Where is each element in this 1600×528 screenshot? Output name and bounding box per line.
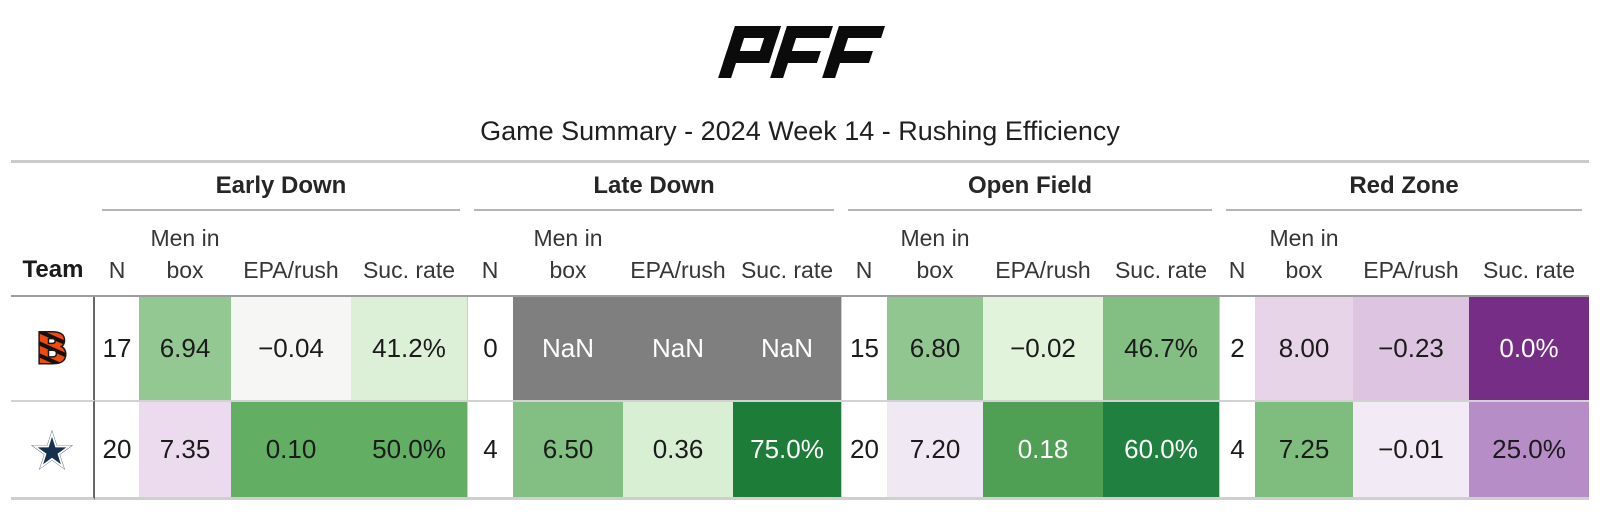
column-header-men-in-box: Men in box (513, 209, 623, 297)
column-header-suc-rate: Suc. rate (351, 209, 467, 297)
group-header-late-down: Late Down (467, 163, 841, 211)
stat-cell: 0.10 (231, 400, 351, 500)
stat-cell: 41.2% (351, 297, 467, 400)
bengals-logo-icon: B B (34, 329, 70, 368)
title-divider (11, 160, 1589, 163)
column-header-n: N (95, 209, 139, 297)
stat-cell: 46.7% (1103, 297, 1219, 400)
column-header-epa-rush: EPA/rush (623, 209, 733, 297)
stat-cell: 0.18 (983, 400, 1103, 500)
stat-cell: 60.0% (1103, 400, 1219, 500)
stat-cell: 50.0% (351, 400, 467, 500)
stat-cell: −0.04 (231, 297, 351, 400)
stat-cell: 0.36 (623, 400, 733, 500)
page-title: Game Summary - 2024 Week 14 - Rushing Ef… (480, 116, 1120, 146)
logo-container (0, 0, 1600, 82)
stat-cell: NaN (623, 297, 733, 400)
group-header-spacer (11, 163, 95, 209)
stat-cell: 15 (841, 297, 887, 400)
column-header-epa-rush: EPA/rush (983, 209, 1103, 297)
stat-cell: 0.0% (1469, 297, 1589, 400)
stat-cell: −0.02 (983, 297, 1103, 400)
group-header-red-zone: Red Zone (1219, 163, 1589, 211)
column-header-men-in-box: Men in box (1255, 209, 1353, 297)
column-header-n: N (841, 209, 887, 297)
stat-cell: 7.20 (887, 400, 983, 500)
stat-cell: 2 (1219, 297, 1255, 400)
stat-cell: 4 (1219, 400, 1255, 500)
stat-cell: 7.35 (139, 400, 231, 500)
stat-cell: 17 (95, 297, 139, 400)
stat-cell: −0.01 (1353, 400, 1469, 500)
column-header-suc-rate: Suc. rate (733, 209, 841, 297)
stat-cell: 6.80 (887, 297, 983, 400)
stat-cell: 8.00 (1255, 297, 1353, 400)
stat-cell: −0.23 (1353, 297, 1469, 400)
column-header-men-in-box: Men in box (887, 209, 983, 297)
stat-cell: 7.25 (1255, 400, 1353, 500)
column-header-suc-rate: Suc. rate (1103, 209, 1219, 297)
table-row-team-cell: B B (11, 297, 95, 400)
stat-cell: 6.94 (139, 297, 231, 400)
column-header-epa-rush: EPA/rush (231, 209, 351, 297)
stat-cell: 75.0% (733, 400, 841, 500)
table-row-team-cell (11, 400, 95, 500)
column-header-epa-rush: EPA/rush (1353, 209, 1469, 297)
column-header-n: N (467, 209, 513, 297)
column-header-n: N (1219, 209, 1255, 297)
stat-cell: 20 (95, 400, 139, 500)
stat-cell: 6.50 (513, 400, 623, 500)
stat-cell: 25.0% (1469, 400, 1589, 500)
column-header-team: Team (11, 209, 95, 297)
stat-cell: 20 (841, 400, 887, 500)
stat-cell: 0 (467, 297, 513, 400)
column-header-suc-rate: Suc. rate (1469, 209, 1589, 297)
cowboys-logo-icon (31, 429, 73, 470)
group-header-early-down: Early Down (95, 163, 467, 211)
column-header-men-in-box: Men in box (139, 209, 231, 297)
stat-cell: 4 (467, 400, 513, 500)
stat-cell: NaN (513, 297, 623, 400)
rushing-efficiency-table: Early Down Late Down Open Field Red Zone… (11, 163, 1589, 500)
stat-cell: NaN (733, 297, 841, 400)
pff-logo-icon (717, 26, 885, 78)
group-header-open-field: Open Field (841, 163, 1219, 211)
